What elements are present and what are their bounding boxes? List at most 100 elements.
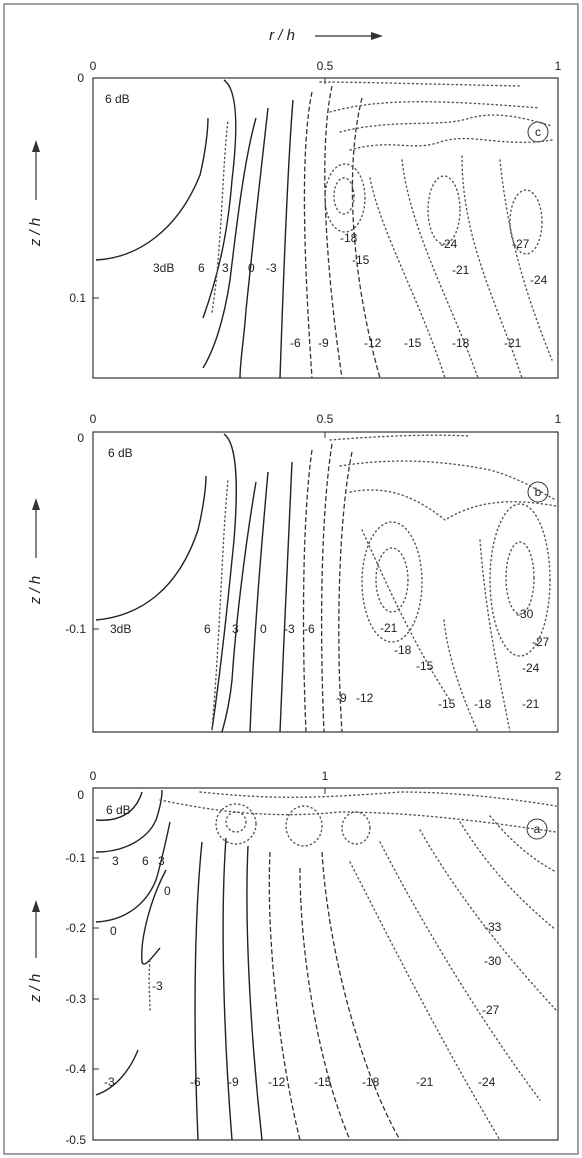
contour-label: -27 [482,1003,500,1017]
contour-label: -33 [484,920,502,934]
panel-a-ytick-label: -0.1 [65,851,86,865]
contour-line [279,461,293,733]
panel-c-badge: c [535,125,541,139]
contour-line [285,805,323,847]
contour-line [148,959,151,1011]
contour-line [333,177,355,215]
contour-label: -24 [440,237,458,251]
contour-label: -21 [522,697,540,711]
x-axis-arrowhead [371,32,383,40]
contour-line [268,851,301,1141]
panel-c: 0 0.5 1 0 0.1 z / h c 6 dB 3dB [27,59,562,379]
contour-line [159,799,557,833]
contour-line [329,434,471,441]
panel-a-ytick-label: -0.3 [65,992,86,1006]
contour-label: -15 [404,336,422,350]
contour-line [341,811,371,845]
contour-line [202,117,257,369]
contour-line [489,815,557,873]
contour-label: -24 [478,1075,496,1089]
contour-label: -9 [336,691,347,705]
panel-b: 0 0.5 1 0 -0.1 z / h b 6 dB 3dB 6 3 0 -3 [27,412,562,733]
contour-label: -12 [364,336,382,350]
contour-line [324,85,343,379]
contour-line [95,791,143,821]
contour-line [324,163,366,233]
contour-label: 0 [260,622,267,636]
contour-line [379,841,541,1101]
contour-label: -21 [452,263,470,277]
contour-line [194,841,203,1141]
panel-c-xtick-label: 0 [90,59,97,73]
contour-line [401,159,479,379]
contour-label: -21 [380,621,398,635]
contour-label: -9 [228,1075,239,1089]
contour-label: 6 [142,854,149,868]
panel-b-xtick-label: 0.5 [317,412,334,426]
contour-label: -30 [484,954,502,968]
contour-label: -21 [504,336,522,350]
contour-label: -30 [516,607,534,621]
contour-label: 3dB [110,622,131,636]
contour-line [499,159,553,361]
contour-label: 6 dB [105,92,130,106]
contour-label: -15 [438,697,456,711]
panel-b-ytick-label: 0 [77,431,84,445]
contour-label: -27 [532,635,550,649]
contour-line [95,789,163,853]
contour-label: 6 [204,622,211,636]
contour-label: -24 [522,661,540,675]
contour-label: 3 [158,854,165,868]
panel-b-badge: b [535,485,542,499]
contour-label: -3 [104,1075,115,1089]
contour-line [221,481,257,733]
contour-line [459,821,557,931]
panel-c-xtick-label: 0.5 [317,59,334,73]
contour-line [321,851,401,1141]
contour-label: -12 [356,691,374,705]
contour-line [199,791,557,807]
contour-line [427,175,461,245]
panel-a-ytick-label: 0 [77,788,84,802]
contour-line [211,479,229,729]
panel-a-ytick-label: -0.5 [65,1133,86,1147]
contour-line [329,101,541,113]
panel-c-y-axis-label: z / h [27,218,44,247]
contour-line [349,861,501,1141]
contour-line [349,489,557,521]
contour-label: -24 [530,273,548,287]
figure-border [3,3,579,1155]
contour-line [95,475,207,621]
contour-line [222,837,233,1141]
contour-label: -6 [304,622,315,636]
contour-line [505,541,535,615]
contour-line [361,529,451,701]
panel-a-ytick-label: -0.2 [65,921,86,935]
contour-line [303,91,313,379]
contour-line [339,460,557,501]
contour-line [215,803,257,845]
contour-label: -15 [416,659,434,673]
panel-b-y-axis-label: z / h [27,576,44,605]
contour-label: 6 dB [106,803,131,817]
contour-label: -18 [452,336,470,350]
contour-label: 3dB [153,261,174,275]
contour-line [95,117,209,261]
contour-label: 0 [164,884,171,898]
contour-label: -15 [314,1075,332,1089]
contour-label: -18 [340,231,358,245]
contour-line [351,97,381,379]
panel-b-xtick-label: 0 [90,412,97,426]
contour-label: -18 [474,697,492,711]
contour-label: -18 [394,643,412,657]
contour-label: -6 [290,336,301,350]
contour-line [279,99,294,379]
contour-label: -3 [266,261,277,275]
contour-line [211,433,237,731]
panel-b-y-arrowhead [32,498,40,510]
contour-line [320,443,333,733]
contour-line [375,547,409,613]
contour-label: 3 [112,854,119,868]
contour-line [302,449,313,733]
contour-label: -3 [152,979,163,993]
